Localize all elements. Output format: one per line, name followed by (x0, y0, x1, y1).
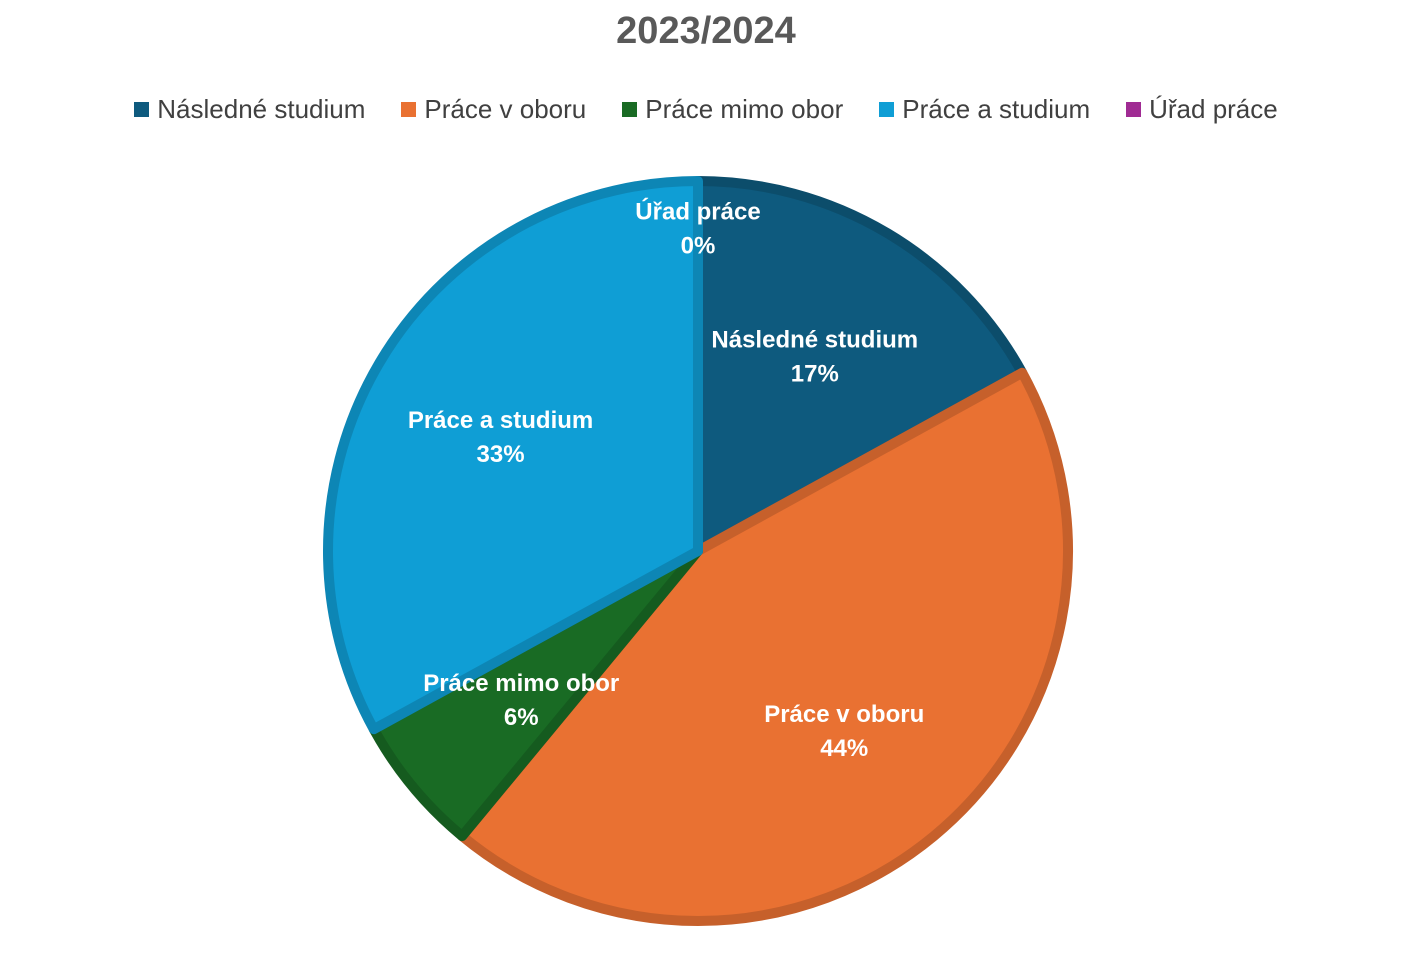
legend-item: Práce mimo obor (622, 94, 843, 125)
slice-category-label: Práce mimo obor (423, 670, 619, 697)
legend-label: Práce a studium (902, 94, 1091, 124)
legend-swatch (134, 102, 150, 117)
chart-title: 2023/2024 (616, 10, 796, 52)
legend-label: Práce v oboru (424, 94, 587, 124)
legend-swatch (401, 102, 417, 117)
legend-label: Úřad práce (1149, 94, 1278, 124)
slice-category-label: Úřad práce (635, 197, 760, 225)
legend-item: Práce a studium (879, 94, 1090, 125)
slice-value-label: 6% (504, 704, 539, 731)
slice-value-label: 44% (820, 735, 868, 762)
legend-item: Následné studium (134, 94, 365, 125)
legend-label: Následné studium (157, 94, 366, 124)
slice-value-label: 17% (791, 361, 839, 388)
slice-category-label: Práce a studium (408, 407, 593, 434)
legend-item: Práce v oboru (401, 94, 586, 125)
pie-slice (323, 176, 703, 735)
slice-value-label: 0% (681, 232, 716, 259)
slice-category-label: Práce v oboru (764, 701, 924, 728)
slice-value-label: 33% (477, 441, 525, 468)
legend-swatch (622, 102, 638, 117)
legend-item: Úřad práce (1126, 94, 1278, 125)
legend-swatch (879, 102, 895, 117)
legend-label: Práce mimo obor (645, 94, 844, 124)
pie-slice (693, 176, 1028, 556)
legend-swatch (1126, 102, 1142, 117)
slice-category-label: Následné studium (711, 327, 918, 354)
chart-legend: Následné studium Práce v oboru Práce mimo … (0, 94, 1412, 125)
pie-slice (457, 367, 1073, 926)
